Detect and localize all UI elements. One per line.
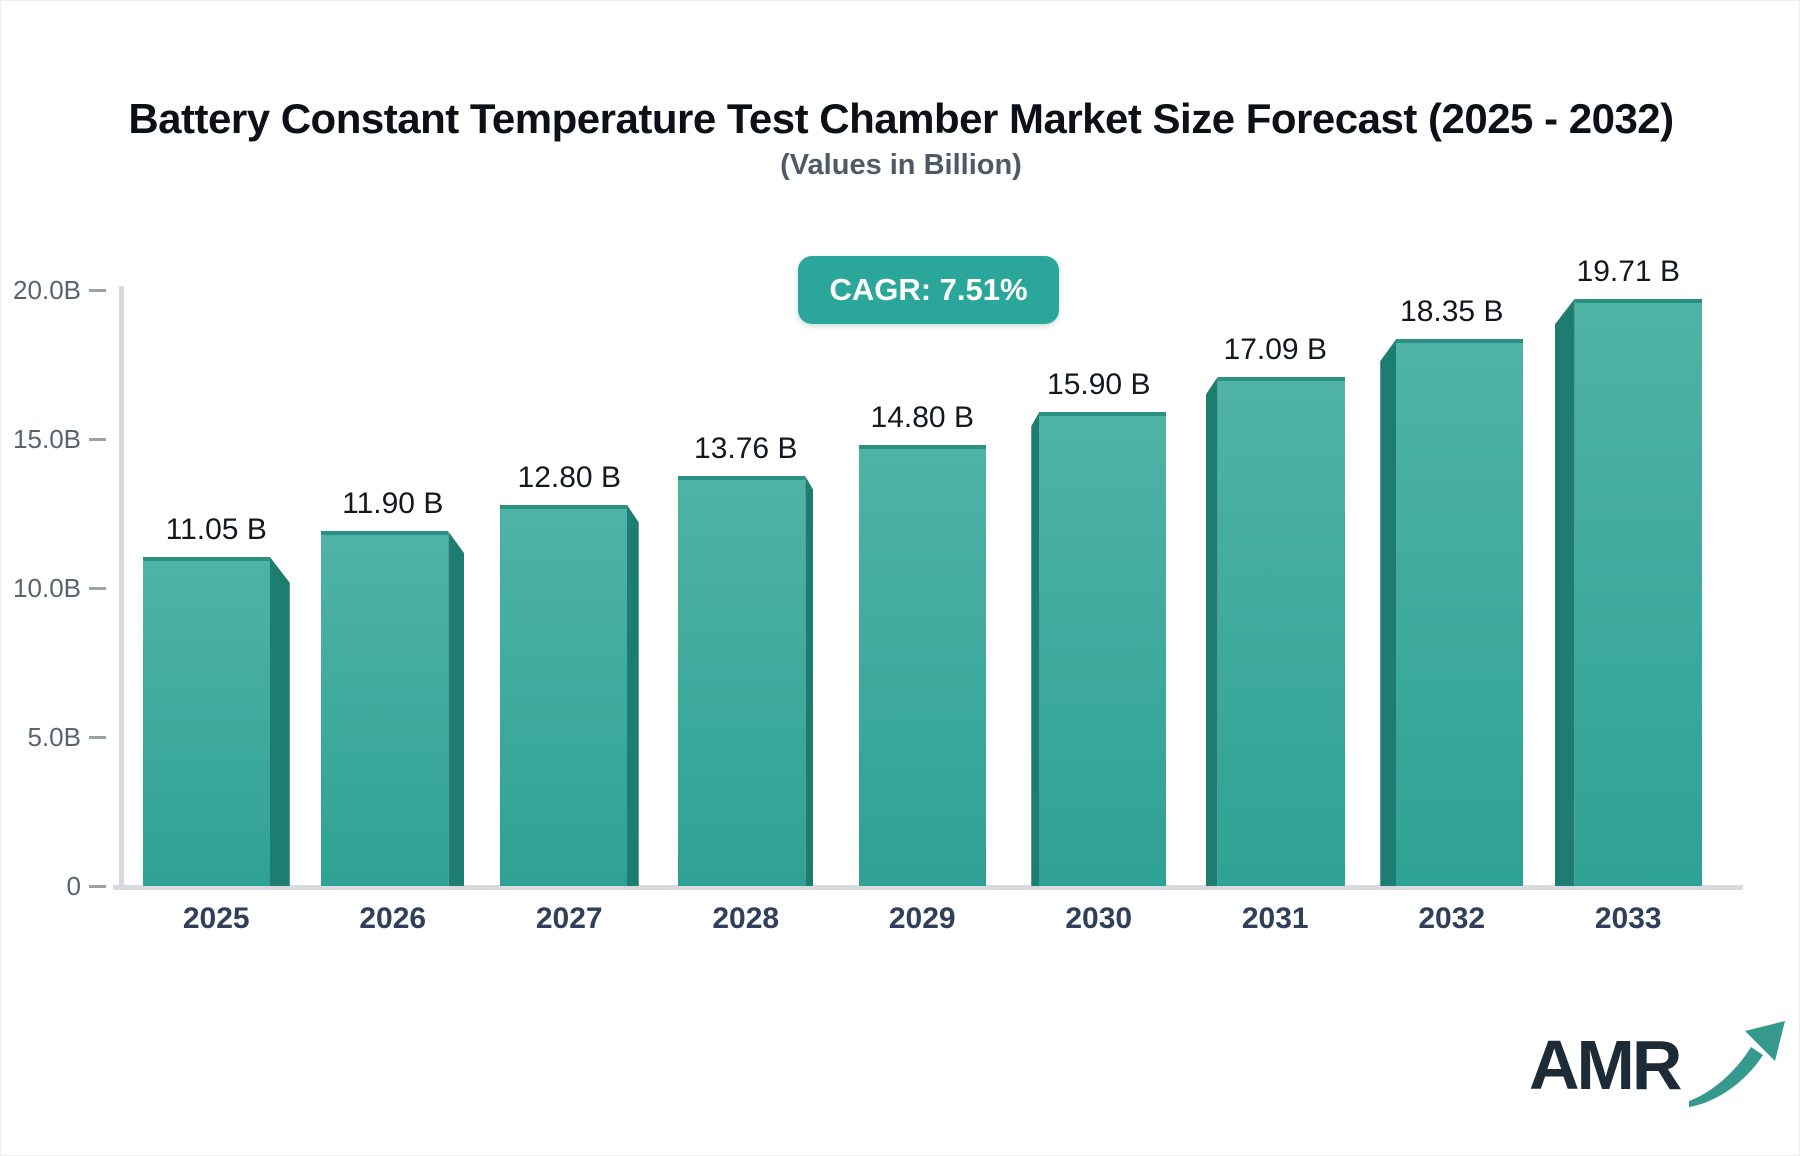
bar-2031[interactable] xyxy=(1217,376,1345,886)
y-axis-label: 10.0B xyxy=(13,573,81,603)
y-axis-tick xyxy=(89,735,106,739)
bar-2028[interactable] xyxy=(678,475,806,886)
bar-value-label: 18.35 B xyxy=(1400,295,1504,329)
chart-title: Battery Constant Temperature Test Chambe… xyxy=(128,95,1674,142)
bar-value-label: 15.90 B xyxy=(1047,368,1151,402)
chart-subtitle: (Values in Billion) xyxy=(780,149,1022,181)
y-axis-label: 20.0B xyxy=(13,275,81,305)
bar-value-label: 13.76 B xyxy=(694,431,798,465)
x-axis-label-2032: 2032 xyxy=(1418,902,1486,935)
amr-logo-text: AMR xyxy=(1529,1026,1682,1104)
amr-logo: AMR xyxy=(1529,1019,1785,1124)
bar-value-label: 19.71 B xyxy=(1576,254,1680,288)
bar-side-2031 xyxy=(1205,376,1218,886)
bar-side-2027 xyxy=(626,504,639,886)
y-axis-line xyxy=(119,286,124,890)
x-axis-label-2027: 2027 xyxy=(535,902,603,935)
bar-value-label: 11.90 B xyxy=(342,487,444,521)
bar-side-2033 xyxy=(1554,298,1575,886)
y-axis-tick xyxy=(89,586,106,590)
bar-2033[interactable] xyxy=(1574,298,1702,886)
bar-2032[interactable] xyxy=(1396,339,1524,886)
bar-side-2032 xyxy=(1380,339,1397,886)
bar-value-label: 14.80 B xyxy=(870,400,974,434)
y-axis-tick xyxy=(89,884,106,888)
y-axis-tick xyxy=(89,288,106,292)
bar-2025[interactable] xyxy=(142,556,270,886)
bar-value-label: 17.09 B xyxy=(1223,332,1327,366)
x-axis-label-2033: 2033 xyxy=(1594,902,1662,935)
bar-value-label: 12.80 B xyxy=(517,460,621,494)
bar-side-2025 xyxy=(269,556,290,886)
cagr-badge: CAGR: 7.51% xyxy=(798,256,1059,324)
bar-side-2028 xyxy=(805,475,814,886)
y-axis-label: 15.0B xyxy=(13,424,81,454)
y-axis-tick xyxy=(89,437,106,441)
x-axis-label-2028: 2028 xyxy=(712,902,780,935)
bar-2030[interactable] xyxy=(1039,412,1167,886)
bar-2026[interactable] xyxy=(321,531,449,886)
bar-side-2030 xyxy=(1031,412,1040,886)
x-axis-label-2026: 2026 xyxy=(359,902,427,935)
x-axis-label-2029: 2029 xyxy=(888,902,956,935)
bar-2027[interactable] xyxy=(499,504,627,886)
amr-logo-arrow-icon xyxy=(1689,1021,1785,1107)
y-axis-label: 0 xyxy=(66,871,81,901)
x-axis-label-2025: 2025 xyxy=(182,902,250,935)
x-axis-label-2031: 2031 xyxy=(1241,902,1309,935)
bar-side-2026 xyxy=(448,531,465,886)
bar-value-label: 11.05 B xyxy=(165,512,267,546)
x-axis-line xyxy=(113,885,1743,890)
bar-2029[interactable] xyxy=(858,444,986,886)
y-axis-label: 5.0B xyxy=(27,722,82,752)
x-axis-label-2030: 2030 xyxy=(1065,902,1133,935)
